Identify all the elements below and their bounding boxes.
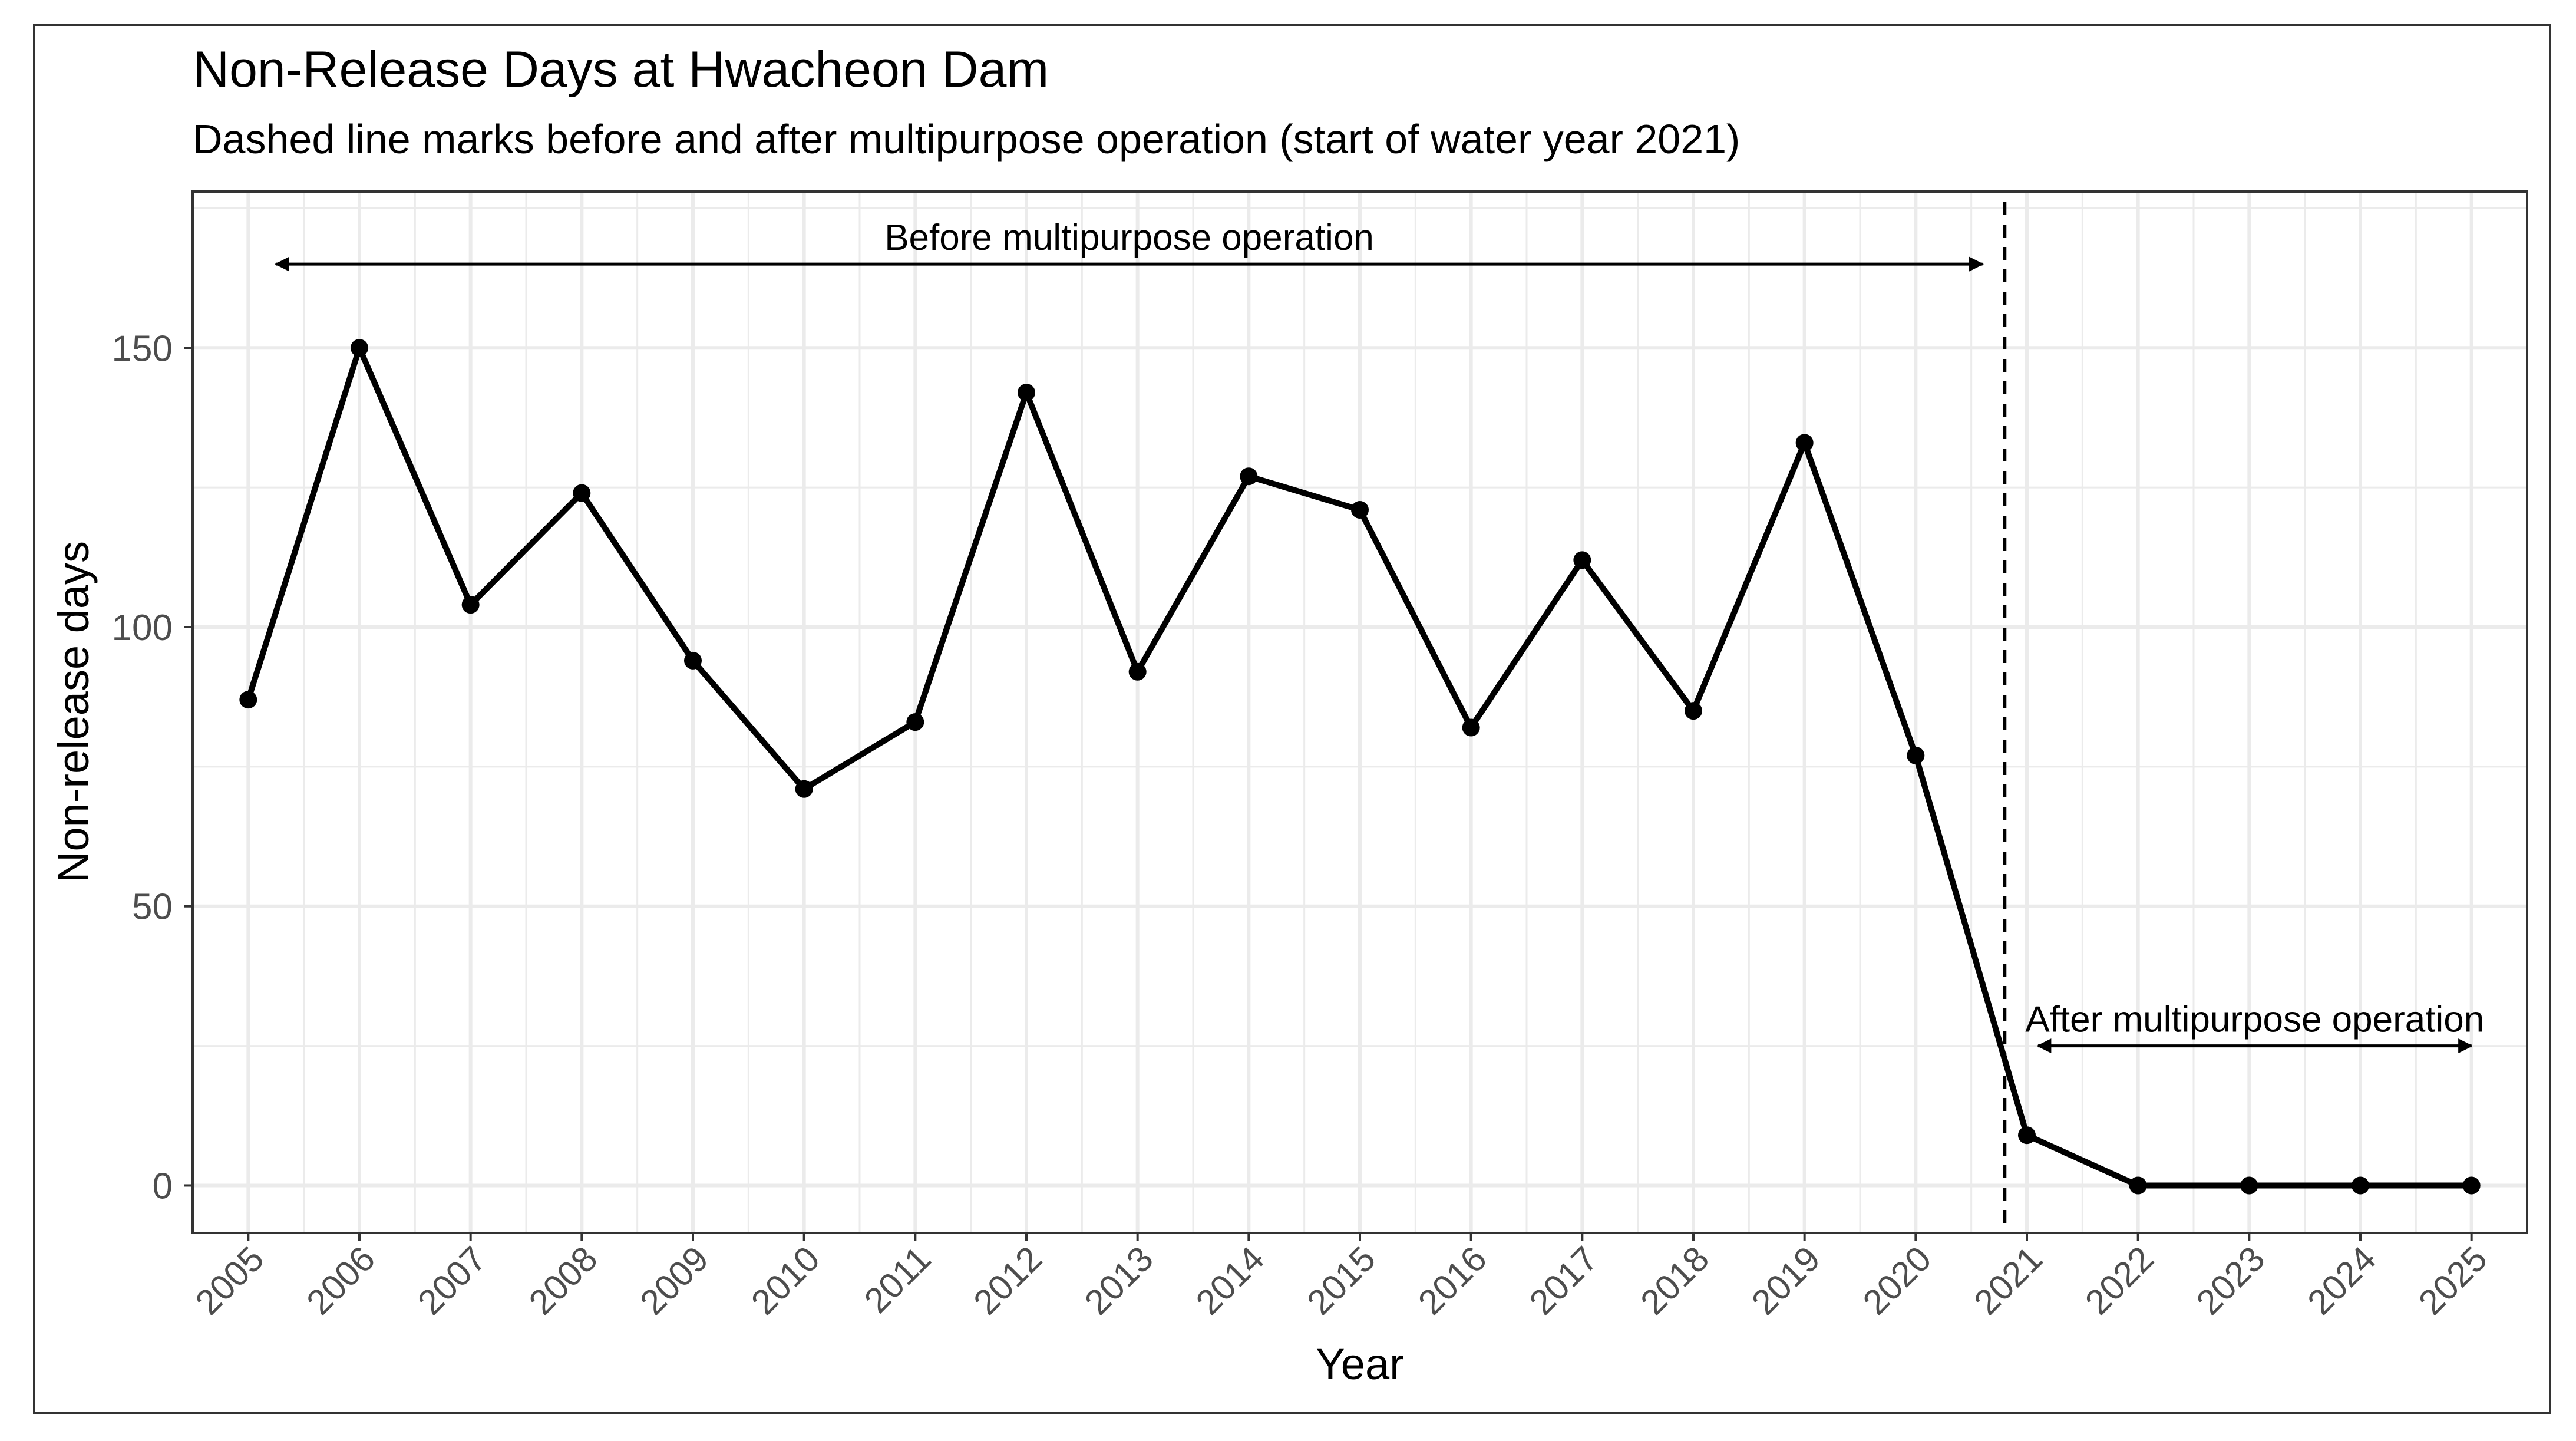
data-point — [2129, 1176, 2147, 1195]
y-tick-label: 0 — [153, 1166, 173, 1206]
data-point — [1685, 702, 1702, 720]
y-axis-title: Non-release days — [49, 541, 98, 883]
y-tick-label: 50 — [132, 887, 173, 928]
data-point — [906, 713, 924, 731]
data-point — [2240, 1176, 2258, 1195]
data-point — [1128, 662, 1147, 681]
y-axis: 0 50 100 150 — [112, 328, 193, 1206]
data-point — [795, 780, 813, 798]
series-layer — [239, 339, 2481, 1195]
y-tick-label: 150 — [112, 328, 173, 369]
data-point — [1795, 434, 1814, 452]
data-point — [1351, 501, 1369, 519]
data-point — [239, 691, 257, 709]
data-point — [1240, 467, 1258, 486]
data-point — [1018, 384, 1035, 402]
y-tick-label: 100 — [112, 608, 173, 648]
data-point — [1573, 551, 1591, 569]
chart-title: Non-Release Days at Hwacheon Dam — [193, 41, 1049, 98]
data-point — [2462, 1176, 2481, 1195]
data-point — [1907, 746, 1925, 764]
data-point — [684, 651, 702, 670]
chart-subtitle: Dashed line marks before and after multi… — [193, 116, 1740, 162]
data-point — [351, 339, 368, 357]
data-point — [461, 596, 480, 614]
data-point — [1462, 718, 1480, 737]
data-point — [2018, 1126, 2036, 1145]
annotation-label: Before multipurpose operation — [884, 217, 1374, 258]
data-point — [2352, 1176, 2369, 1195]
x-axis-title: Year — [1316, 1340, 1404, 1389]
annotations: Before multipurpose operation After multi… — [275, 217, 2484, 1054]
annotation-label: After multipurpose operation — [2025, 1000, 2484, 1040]
data-point — [573, 484, 591, 502]
